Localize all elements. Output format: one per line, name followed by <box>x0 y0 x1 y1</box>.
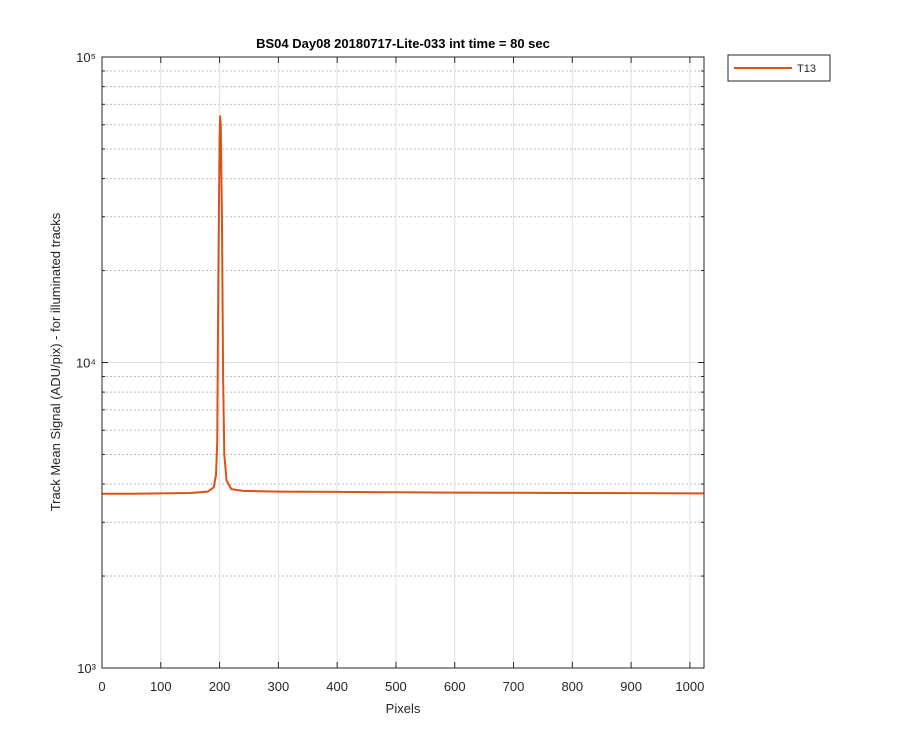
legend-label: T13 <box>797 63 816 75</box>
y-tick-label: 10⁵ <box>76 50 96 65</box>
y-tick-label: 10³ <box>77 661 96 676</box>
x-tick-label: 700 <box>503 679 525 694</box>
y-axis-label: Track Mean Signal (ADU/pix) - for illumi… <box>48 212 63 511</box>
x-axis-label: Pixels <box>386 701 421 716</box>
x-tick-label: 600 <box>444 679 466 694</box>
x-tick-label: 200 <box>209 679 231 694</box>
x-tick-label: 100 <box>150 679 172 694</box>
y-tick-label: 10⁴ <box>76 356 96 371</box>
x-tick-label: 300 <box>268 679 290 694</box>
x-tick-label: 800 <box>561 679 583 694</box>
x-tick-label: 0 <box>98 679 105 694</box>
chart-title: BS04 Day08 20180717-Lite-033 int time = … <box>256 36 550 51</box>
x-tick-label: 900 <box>620 679 642 694</box>
x-tick-label: 400 <box>326 679 348 694</box>
axes-box <box>101 56 705 669</box>
line <box>102 115 704 495</box>
x-tick-label: 1000 <box>675 679 704 694</box>
x-tick-label: 500 <box>385 679 407 694</box>
